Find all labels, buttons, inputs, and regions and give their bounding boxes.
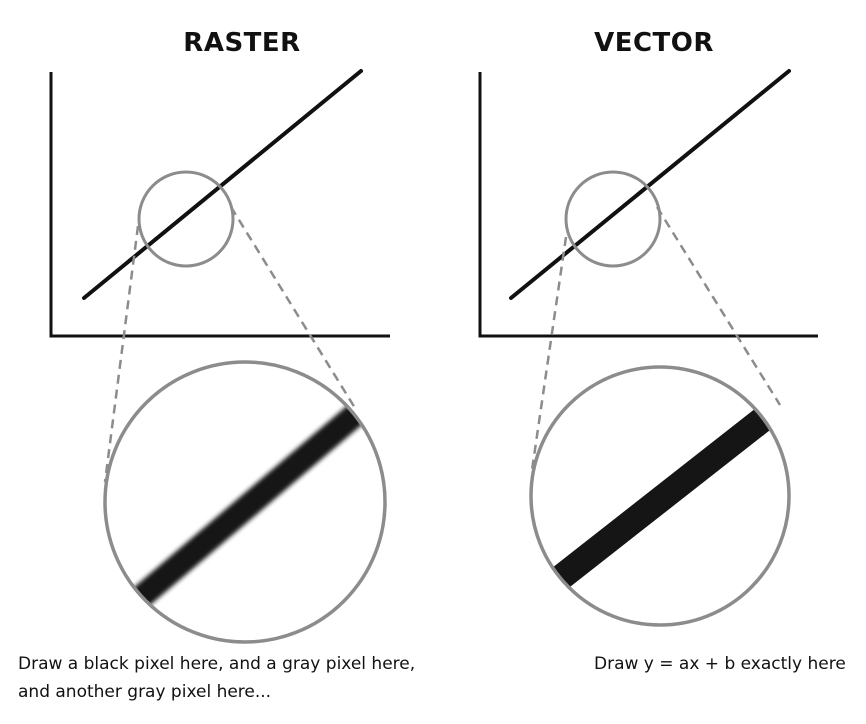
raster-caption-line1: Draw a black pixel here, and a gray pixe… bbox=[18, 654, 416, 674]
vector-caption: Draw y = ax + b exactly here bbox=[594, 654, 846, 674]
raster-caption-line2: and another gray pixel here... bbox=[18, 682, 272, 702]
vector-panel bbox=[478, 69, 818, 627]
raster-caption: Draw a black pixel here, and a gray pixe… bbox=[18, 650, 415, 706]
vector-zoomed-line bbox=[536, 379, 789, 601]
raster-magnifier-circle bbox=[137, 170, 235, 268]
vector-magnifier-circle bbox=[564, 170, 662, 268]
raster-connector-right bbox=[229, 206, 357, 409]
raster-connector-left bbox=[103, 225, 140, 483]
raster-panel bbox=[49, 69, 390, 644]
raster-axes bbox=[49, 72, 390, 338]
raster-title: RASTER bbox=[183, 28, 301, 58]
vector-plot-line bbox=[509, 69, 791, 300]
raster-zoomed-line bbox=[112, 375, 385, 625]
vector-axes bbox=[478, 72, 818, 338]
raster-zoom-circle bbox=[103, 360, 387, 644]
vector-zoom-circle bbox=[529, 365, 791, 627]
vector-connector-left bbox=[530, 236, 568, 471]
raster-plot-line bbox=[82, 69, 363, 300]
vector-title: VECTOR bbox=[594, 28, 714, 58]
vector-connector-right bbox=[655, 206, 782, 406]
